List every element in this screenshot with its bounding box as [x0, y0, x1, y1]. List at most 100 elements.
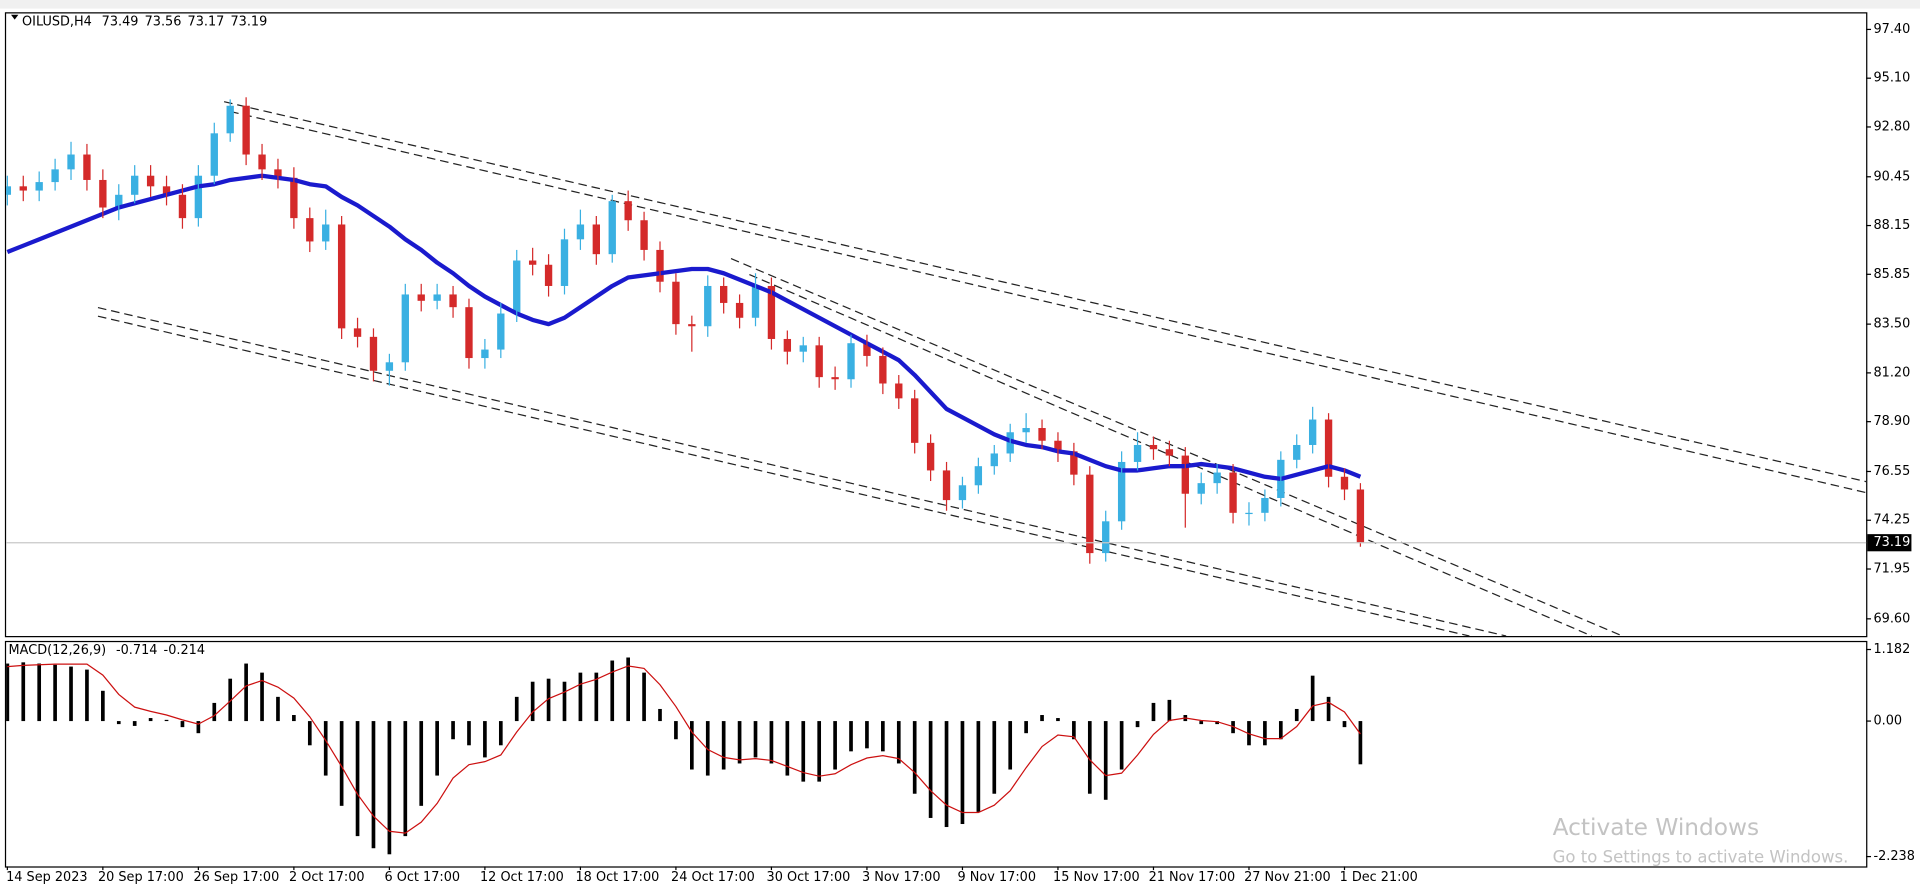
quote-value: 73.49 [102, 15, 139, 30]
histogram-bar [1056, 718, 1060, 722]
x-tick-label: 26 Sep 17:00 [193, 870, 279, 885]
histogram-bar [578, 672, 583, 722]
x-tick-label: 9 Nov 17:00 [958, 870, 1036, 885]
histogram-bar [546, 678, 551, 722]
y-tick-label: 71.95 [1873, 562, 1910, 577]
histogram-bar [1326, 696, 1331, 722]
histogram-bar [1087, 721, 1092, 794]
histogram-bar [6, 663, 10, 722]
histogram-bar [419, 721, 424, 806]
indicator-title: MACD(12,26,9) [9, 643, 107, 658]
histogram-bar [849, 721, 853, 752]
histogram-bar [387, 721, 392, 855]
y-tick-label: 90.45 [1873, 169, 1910, 184]
histogram-bar [1103, 721, 1108, 800]
histogram-bar [753, 721, 758, 758]
y-tick-label: 0.00 [1873, 714, 1902, 729]
x-tick-label: 20 Sep 17:00 [98, 870, 184, 885]
dropdown-icon[interactable] [11, 14, 19, 20]
histogram-bar [1008, 721, 1013, 770]
histogram-bar [1167, 699, 1172, 722]
histogram-bar [626, 657, 630, 722]
histogram-bar [498, 721, 503, 746]
quote-value: -0.714 [116, 643, 157, 658]
histogram-bar [116, 721, 121, 725]
histogram-bar [37, 663, 42, 722]
histogram-bar [881, 721, 885, 752]
x-tick-label: 6 Oct 17:00 [384, 870, 460, 885]
x-tick-label: 27 Nov 21:00 [1244, 870, 1331, 885]
histogram-bar [196, 721, 201, 734]
moving-average [6, 173, 1362, 482]
quote-value: 73.19 [230, 15, 267, 30]
histogram-bar [85, 669, 89, 722]
plot-area [6, 657, 1363, 855]
y-tick-label: 88.15 [1873, 218, 1910, 233]
histogram-bar [53, 664, 57, 722]
price-marker-label: 73.19 [1873, 535, 1910, 550]
histogram-bar [1135, 721, 1140, 728]
x-tick-label: 2 Oct 17:00 [289, 870, 365, 885]
histogram-bar [976, 721, 981, 812]
histogram-bar [403, 721, 408, 837]
histogram-bar [148, 718, 153, 722]
trend-line [97, 306, 1507, 637]
histogram-bar [801, 721, 806, 782]
histogram-bar [530, 681, 535, 722]
histogram-bar [769, 721, 774, 764]
histogram-bar [562, 681, 567, 722]
histogram-bar [180, 721, 185, 728]
histogram-bar [371, 721, 376, 849]
histogram-bar [1342, 721, 1347, 728]
histogram-bar [228, 678, 233, 722]
histogram-bar [610, 660, 615, 722]
histogram-bar [737, 721, 742, 764]
histogram-bar [483, 721, 487, 758]
histogram-bar [1199, 721, 1204, 725]
histogram-bar [1024, 721, 1028, 734]
histogram-bar [292, 715, 296, 722]
histogram-bar [307, 721, 312, 746]
histogram-bar [1151, 702, 1156, 722]
histogram-bar [690, 721, 694, 770]
x-tick-label: 21 Nov 17:00 [1149, 870, 1236, 885]
histogram-bar [101, 690, 105, 722]
quote-value: -0.214 [164, 643, 205, 658]
histogram-bar [1072, 721, 1076, 740]
x-tick-label: 30 Oct 17:00 [767, 870, 851, 885]
histogram-bar [912, 721, 917, 794]
histogram-bar [260, 672, 264, 722]
histogram-bar [817, 721, 822, 782]
histogram-bar [69, 666, 73, 722]
quote-value: 73.56 [145, 15, 182, 30]
y-tick-label: 85.85 [1873, 267, 1910, 282]
histogram-bar [355, 721, 360, 837]
histogram-bar [514, 696, 519, 722]
toolbar-strip [0, 0, 1920, 9]
histogram-bar [833, 721, 837, 770]
histogram-bar [896, 721, 901, 764]
histogram-bar [339, 721, 344, 806]
histogram-bar [1263, 721, 1267, 746]
chart-title: OILUSD,H4 [22, 15, 92, 30]
y-tick-label: 78.90 [1873, 414, 1910, 429]
histogram-bar [244, 663, 248, 722]
y-tick-label: 81.20 [1873, 365, 1910, 380]
y-tick-label: 69.60 [1873, 611, 1910, 626]
histogram-bar [212, 702, 217, 722]
histogram-bar [705, 721, 710, 776]
y-tick-label: 97.40 [1873, 22, 1910, 37]
trend-line [97, 315, 1470, 637]
trend-line [223, 101, 1867, 483]
x-tick-label: 18 Oct 17:00 [576, 870, 660, 885]
histogram-bar [721, 721, 726, 770]
histogram-bar [658, 708, 662, 722]
quote-value: 73.17 [188, 15, 225, 30]
watermark-subtitle: Go to Settings to activate Windows. [1553, 847, 1849, 866]
histogram-bar [1310, 675, 1315, 722]
y-tick-label: 83.50 [1873, 317, 1910, 332]
price-marker [1867, 534, 1912, 552]
histogram-bar [1119, 721, 1124, 770]
x-tick-label: 1 Dec 21:00 [1340, 870, 1418, 885]
